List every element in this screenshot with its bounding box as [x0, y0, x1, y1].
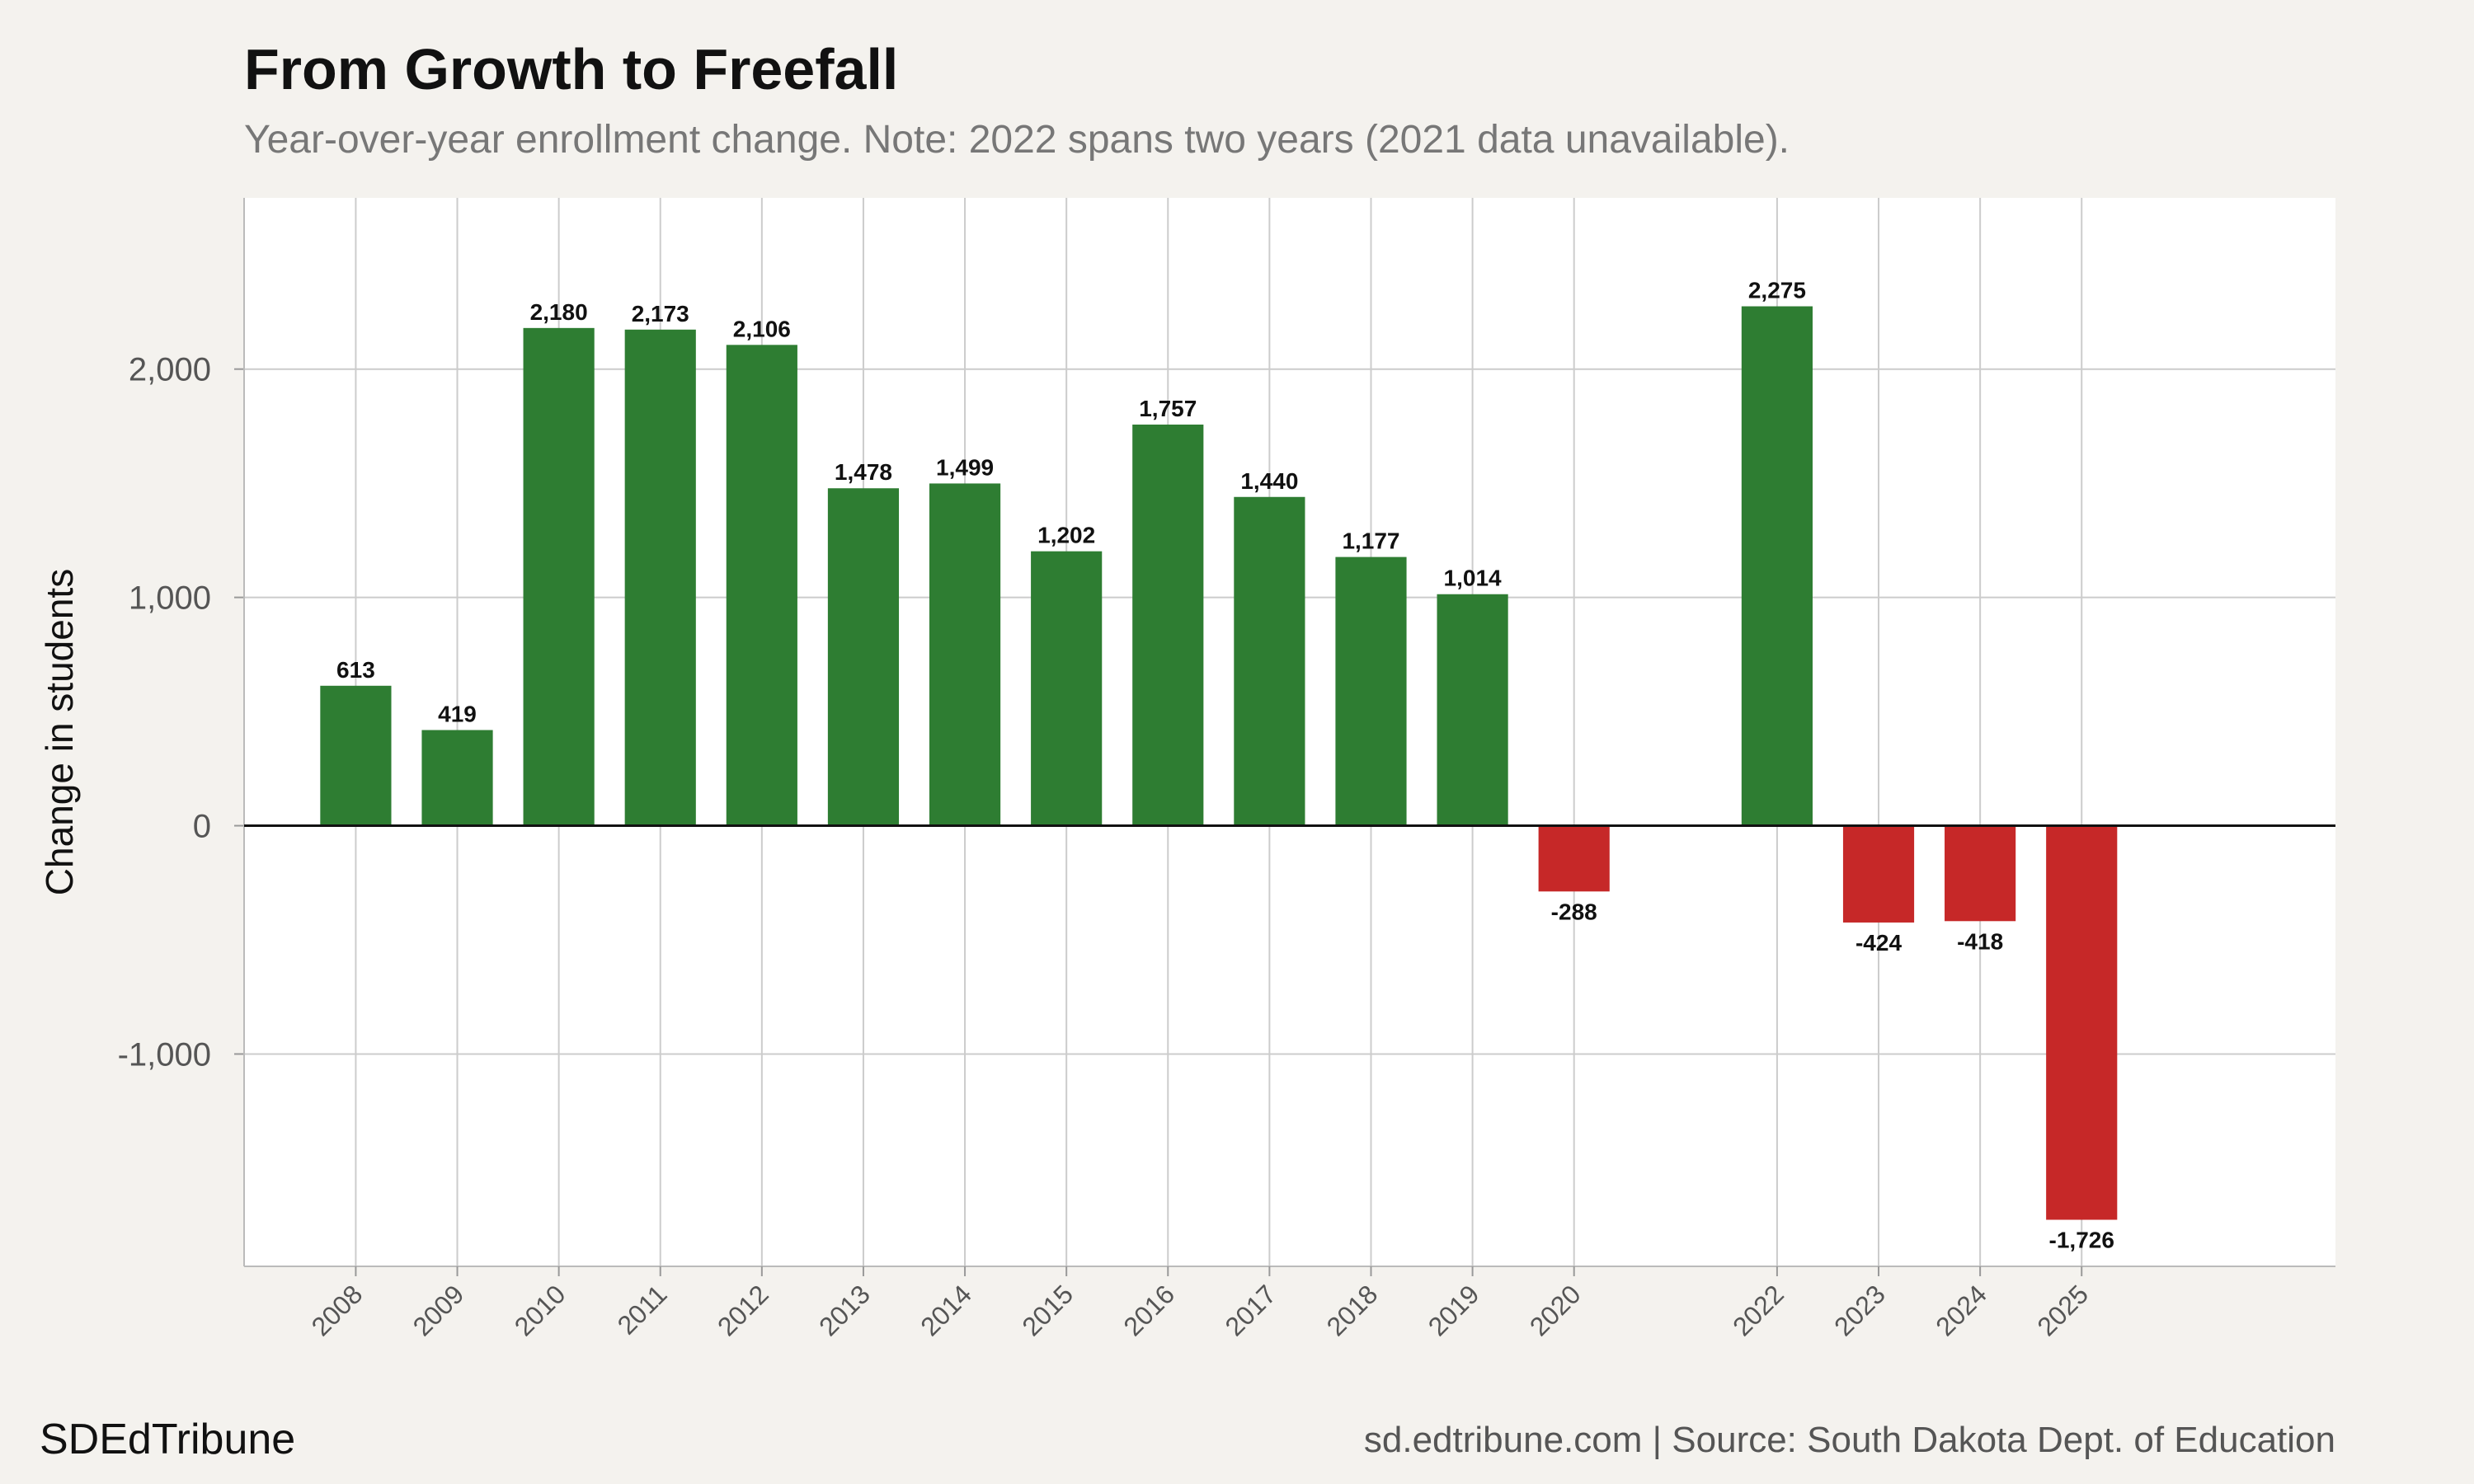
- bar-2025: [2046, 825, 2118, 1220]
- bar-2012: [726, 345, 797, 826]
- x-tick-label-2018: 2018: [1321, 1279, 1384, 1341]
- data-label-2008: 613: [336, 657, 375, 683]
- source-caption: sd.edtribune.com | Source: South Dakota …: [1363, 1420, 2335, 1460]
- x-tick-label-2013: 2013: [813, 1279, 876, 1341]
- bar-2015: [1031, 551, 1103, 826]
- x-tick-label-2024: 2024: [1930, 1279, 1992, 1341]
- data-label-2009: 419: [438, 702, 477, 727]
- x-tick-labels: 2008 2009 2010 2011 2012 2013 2014 2015 2016 2017…: [306, 1279, 2095, 1341]
- y-tick-label-1: 0: [193, 809, 211, 845]
- x-tick-label-2009: 2009: [407, 1279, 470, 1341]
- x-tick-label-2010: 2010: [509, 1279, 571, 1341]
- bar-2008: [320, 685, 392, 826]
- bar-2010: [523, 327, 595, 826]
- x-tick-label-2023: 2023: [1828, 1279, 1891, 1341]
- bar-2014: [929, 483, 1001, 826]
- data-label-2019: 1,014: [1444, 566, 1502, 591]
- bar-2011: [624, 329, 696, 826]
- x-tick-label-2015: 2015: [1016, 1279, 1079, 1341]
- x-tick-label-2014: 2014: [915, 1279, 977, 1341]
- bar-2022: [1741, 306, 1813, 826]
- data-label-2014: 1,499: [936, 454, 994, 480]
- y-axis-label: Change in students: [38, 569, 81, 895]
- x-tick-label-2022: 2022: [1727, 1279, 1790, 1341]
- data-label-2022: 2,275: [1748, 278, 1806, 303]
- x-tick-label-2019: 2019: [1423, 1279, 1485, 1341]
- chart-title: From Growth to Freefall: [244, 37, 899, 101]
- x-tick-label-2011: 2011: [612, 1279, 673, 1340]
- data-label-2015: 1,202: [1037, 523, 1095, 548]
- data-label-2012: 2,106: [733, 316, 791, 341]
- bar-2020: [1538, 825, 1610, 892]
- data-labels: 613 419 2,180 2,173 2,106 1,478 1,499 1,202 1,75…: [336, 278, 2114, 1253]
- bar-2009: [421, 730, 493, 826]
- y-tick-label-2: 1,000: [129, 580, 211, 617]
- data-label-2018: 1,177: [1342, 528, 1399, 554]
- x-tick-label-2012: 2012: [712, 1279, 774, 1341]
- y-tick-labels: -1,000 0 1,000 2,000: [118, 352, 211, 1073]
- data-label-2013: 1,478: [835, 459, 892, 485]
- data-label-2016: 1,757: [1139, 396, 1197, 421]
- data-label-2023: -424: [1856, 930, 1902, 956]
- data-label-2010: 2,180: [530, 299, 588, 325]
- bar-2013: [827, 488, 900, 826]
- axes: [234, 198, 2335, 1276]
- bar-2023: [1842, 825, 1915, 923]
- bars: [320, 306, 2118, 1220]
- x-tick-label-2016: 2016: [1117, 1279, 1180, 1341]
- data-label-2020: -288: [1551, 899, 1597, 924]
- bar-2016: [1132, 424, 1204, 826]
- chart-subtitle: Year-over-year enrollment change. Note: …: [244, 118, 1790, 162]
- bar-2017: [1234, 496, 1305, 826]
- x-tick-label-2017: 2017: [1220, 1279, 1282, 1341]
- x-tick-label-2020: 2020: [1524, 1279, 1587, 1341]
- bar-2024: [1945, 825, 2016, 922]
- data-label-2025: -1,726: [2049, 1228, 2114, 1253]
- y-tick-label-3: 2,000: [129, 352, 211, 388]
- data-label-2017: 1,440: [1240, 468, 1298, 494]
- x-tick-label-2025: 2025: [2031, 1279, 2094, 1341]
- y-tick-label-0: -1,000: [118, 1036, 211, 1073]
- data-label-2011: 2,173: [632, 301, 689, 326]
- bar-2018: [1335, 556, 1407, 826]
- x-tick-label-2008: 2008: [306, 1279, 369, 1341]
- data-label-2024: -418: [1957, 928, 2003, 954]
- brand-logo-text: SDEdTribune: [40, 1416, 296, 1463]
- bar-2019: [1437, 594, 1508, 826]
